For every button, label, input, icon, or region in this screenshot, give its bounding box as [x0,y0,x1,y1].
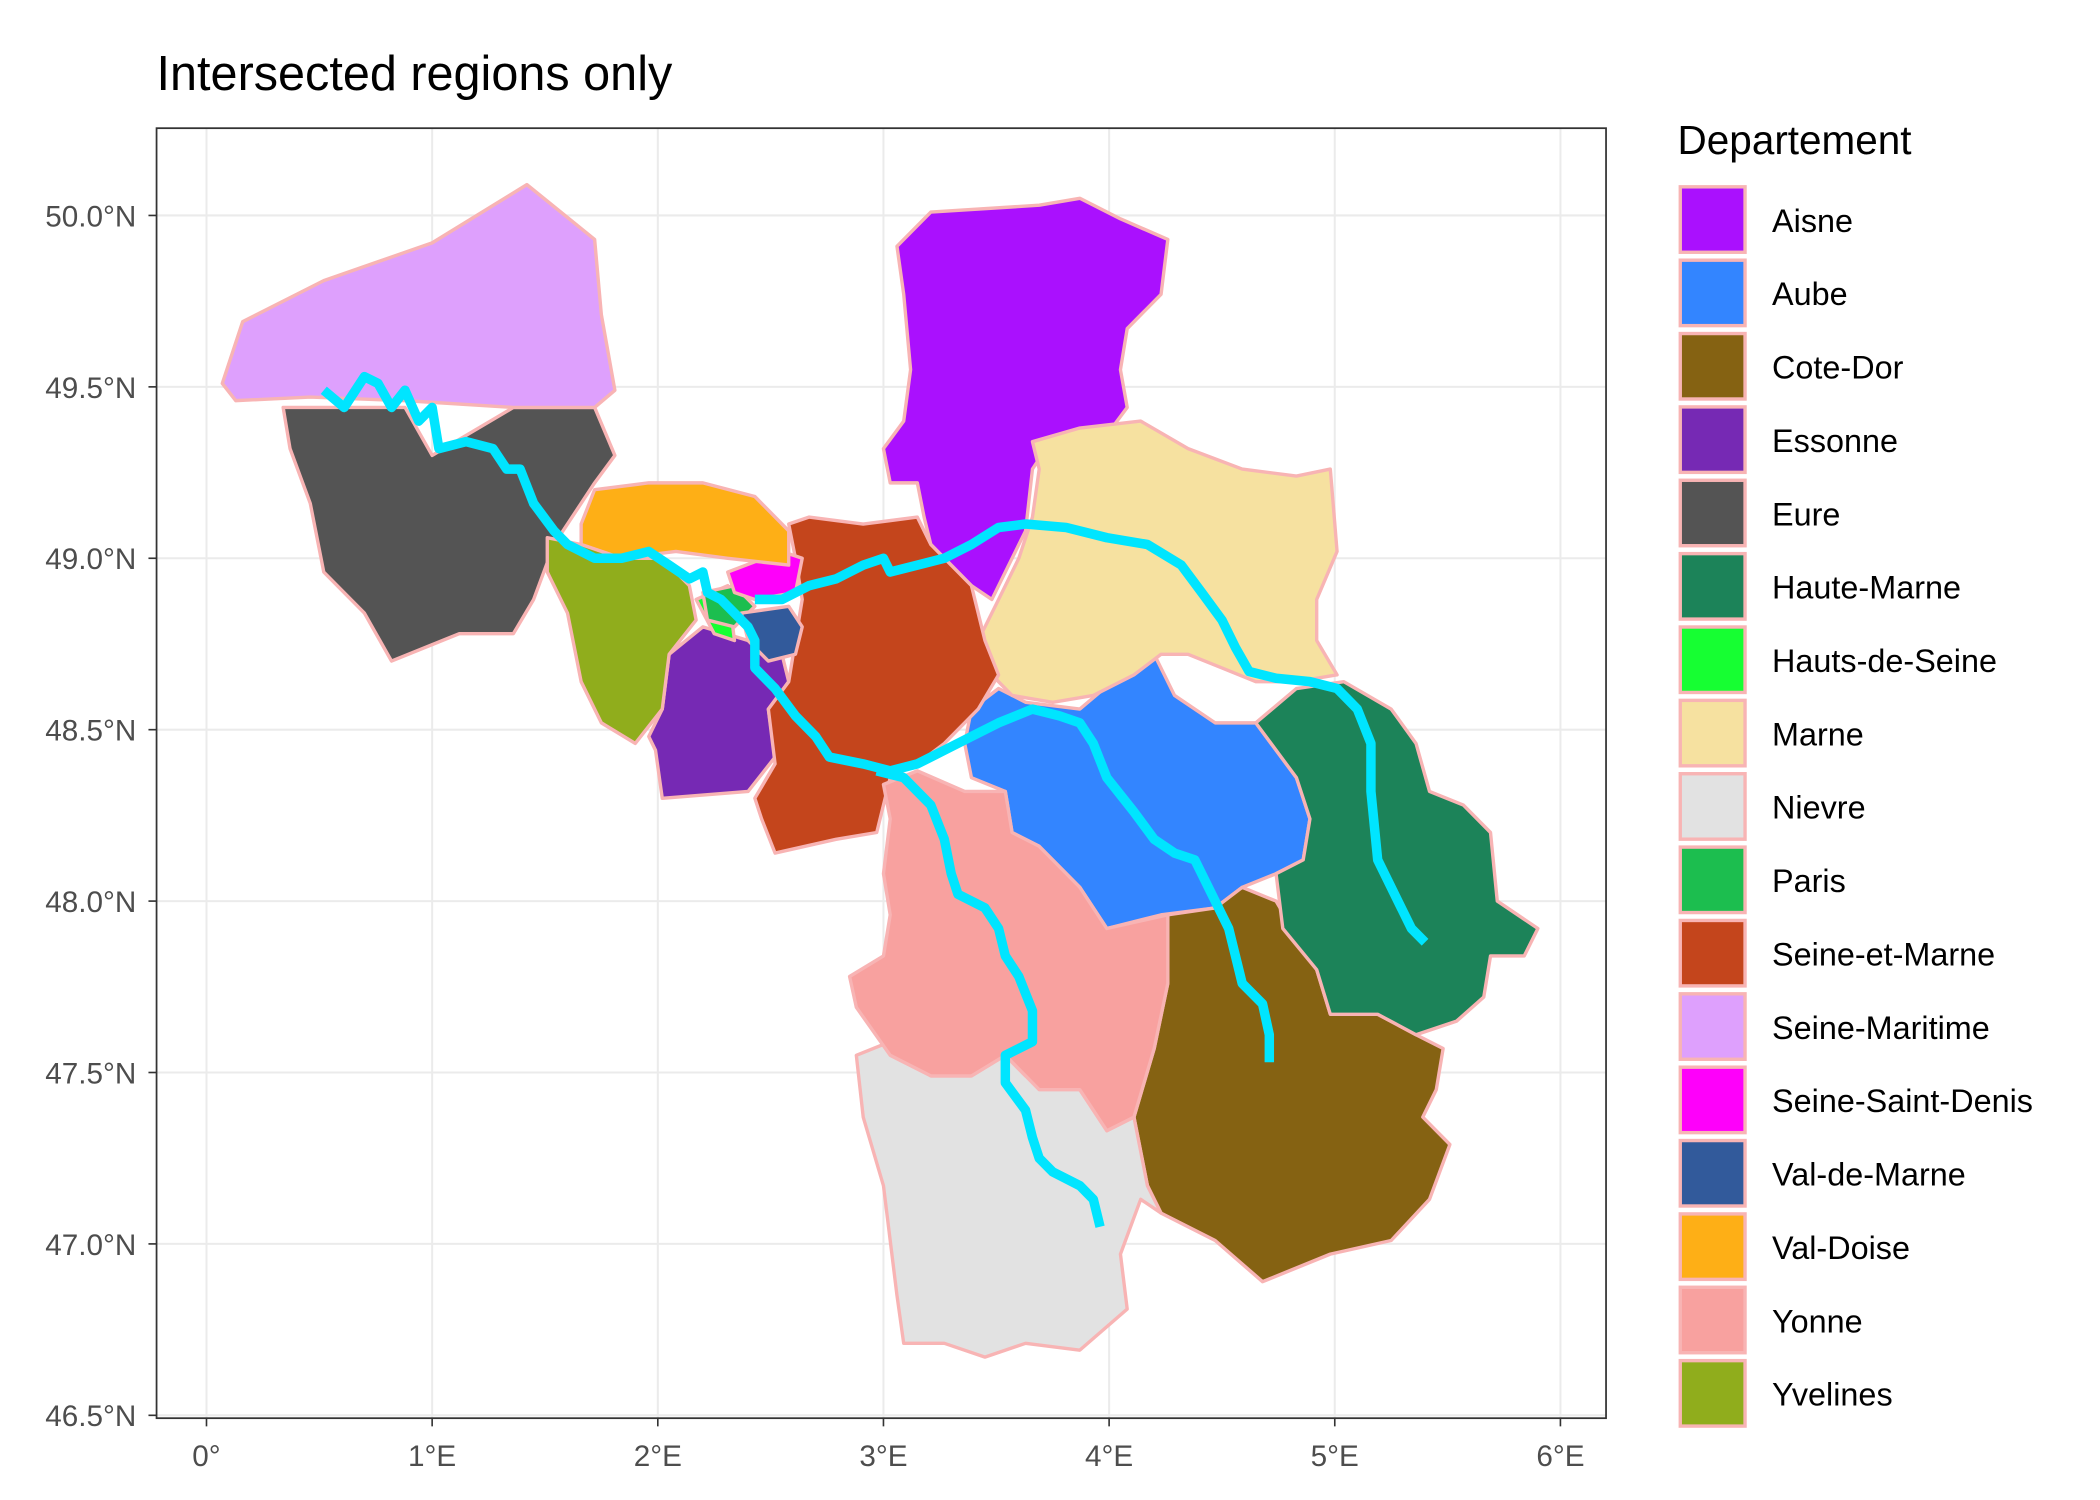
axes: 0° 1°E 2°E 3°E 4°E 5°E 6°E 46.5°N 47.0°N 47.5°N 48… [45,200,1584,1473]
region-marne [976,419,1339,704]
legend-item: Aube [1678,258,1848,328]
legend-key [1678,1285,1747,1355]
y-tick-label: 49.5°N [45,372,136,405]
legend-key [1678,405,1747,475]
y-tick-label: 48.0°N [45,886,136,919]
legend-label: Nievre [1772,790,1866,826]
legend-item: Marne [1678,698,1864,768]
regions-layer [220,182,1540,1359]
y-tick-label: 50.0°N [45,200,136,233]
legend-item: Val-Doise [1678,1212,1910,1282]
chart-title: Intersected regions only [157,47,673,101]
legend-label: Cote-Dor [1772,349,1904,385]
legend-item: Hauts-de-Seine [1678,625,1997,695]
region-aisne [881,196,1170,602]
legend-label: Aisne [1772,203,1853,239]
x-tick-label: 3°E [859,1440,907,1473]
legend-label: Seine-Maritime [1772,1010,1990,1046]
legend-label: Aube [1772,276,1848,312]
legend-title: Departement [1678,117,1912,163]
legend-key [1678,698,1747,768]
legend-label: Seine-et-Marne [1772,936,1995,972]
legend-item: Haute-Marne [1678,551,1961,621]
region-eure [281,405,617,663]
legend-item: Val-de-Marne [1678,1138,1966,1208]
legend-key [1678,1358,1747,1428]
legend: Aisne Aube Cote-Dor Essonne Eure Haute-Marne H… [1678,185,2033,1428]
legend-item: Yvelines [1678,1358,1893,1428]
x-tick-label: 4°E [1085,1440,1133,1473]
legend-item: Eure [1678,478,1840,548]
legend-key [1678,772,1747,841]
legend-key [1678,1065,1747,1135]
legend-label: Seine-Saint-Denis [1772,1083,2033,1119]
river-yonne [875,766,1105,1228]
legend-key [1678,625,1747,695]
legend-key [1678,331,1747,401]
legend-key [1678,918,1747,988]
x-tick-label: 0° [192,1440,220,1473]
legend-label: Yvelines [1772,1376,1893,1412]
legend-key [1678,258,1747,328]
legend-key [1678,478,1747,548]
legend-label: Essonne [1772,423,1898,459]
legend-item: Seine-et-Marne [1678,918,1995,988]
legend-item: Nievre [1678,772,1866,841]
legend-label: Paris [1772,863,1846,899]
legend-item: Cote-Dor [1678,331,1904,401]
y-tick-label: 49.0°N [45,543,136,576]
region-haute-marne [1254,679,1540,1037]
legend-item: Seine-Saint-Denis [1678,1065,2033,1135]
y-tick-label: 48.5°N [45,714,136,747]
legend-key [1678,992,1747,1061]
legend-item: Yonne [1678,1285,1863,1355]
panel-border [155,127,1607,1420]
legend-label: Val-Doise [1772,1230,1910,1266]
legend-key [1678,1138,1747,1208]
legend-label: Marne [1772,716,1864,752]
y-tick-label: 47.0°N [45,1229,136,1262]
y-tick-label: 47.5°N [45,1057,136,1090]
legend-label: Haute-Marne [1772,569,1961,605]
legend-label: Val-de-Marne [1772,1156,1966,1192]
river-marne [754,519,1429,946]
legend-key [1678,551,1747,621]
legend-item: Paris [1678,845,1846,915]
legend-key [1678,185,1747,254]
region-seine-et-marne [753,515,1001,855]
river-seine [320,371,1275,1063]
legend-item: Aisne [1678,185,1853,254]
x-tick-label: 1°E [408,1440,456,1473]
legend-label: Eure [1772,496,1840,532]
y-tick-label: 46.5°N [45,1400,136,1433]
x-tick-label: 5°E [1311,1440,1359,1473]
legend-label: Yonne [1772,1303,1863,1339]
legend-label: Hauts-de-Seine [1772,643,1997,679]
x-tick-label: 6°E [1536,1440,1584,1473]
x-tick-label: 2°E [634,1440,682,1473]
legend-key [1678,845,1747,915]
legend-key [1678,1212,1747,1282]
legend-item: Essonne [1678,405,1898,475]
rivers-layer [320,371,1429,1228]
legend-item: Seine-Maritime [1678,992,1990,1061]
